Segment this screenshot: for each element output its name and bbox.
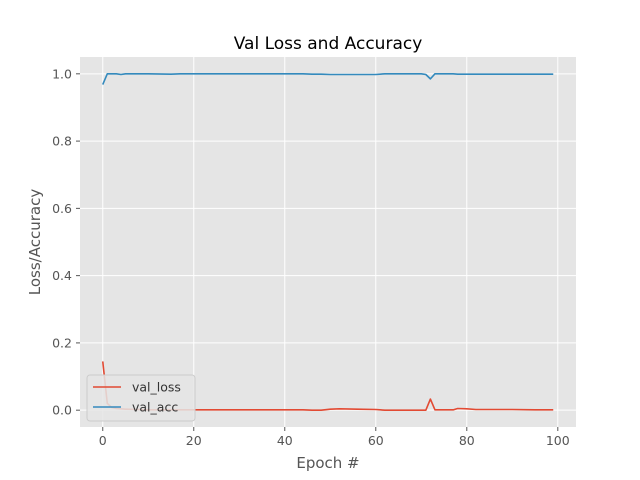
y-axis-label: Loss/Accuracy: [26, 189, 44, 296]
legend-label-val-loss: val_loss: [132, 380, 181, 395]
series-line-val-acc: [102, 73, 554, 85]
x-tick-label: 40: [277, 433, 293, 448]
x-tick-label: 100: [546, 433, 570, 448]
x-tick-label: 60: [368, 433, 384, 448]
x-tick-label: 0: [99, 433, 107, 448]
y-tick-label: 0.0: [52, 403, 72, 418]
legend-label-val-acc: val_acc: [132, 400, 178, 415]
y-tick-label: 0.4: [52, 268, 72, 283]
y-tick-label: 1.0: [52, 66, 72, 81]
x-tick-label: 20: [186, 433, 202, 448]
legend: val_loss val_acc: [86, 374, 196, 422]
y-tick-label: 0.2: [52, 335, 72, 350]
y-tick-label: 0.6: [52, 201, 72, 216]
x-tick-label: 80: [459, 433, 475, 448]
plot-area: [80, 57, 576, 427]
ticks: 0 20 40 60 80 100 0.0 0.2 0.4 0.6 0.8 1.0: [52, 66, 570, 448]
y-tick-label: 0.8: [52, 134, 72, 149]
chart-title: Val Loss and Accuracy: [234, 34, 423, 54]
x-axis-label: Epoch #: [296, 454, 359, 472]
